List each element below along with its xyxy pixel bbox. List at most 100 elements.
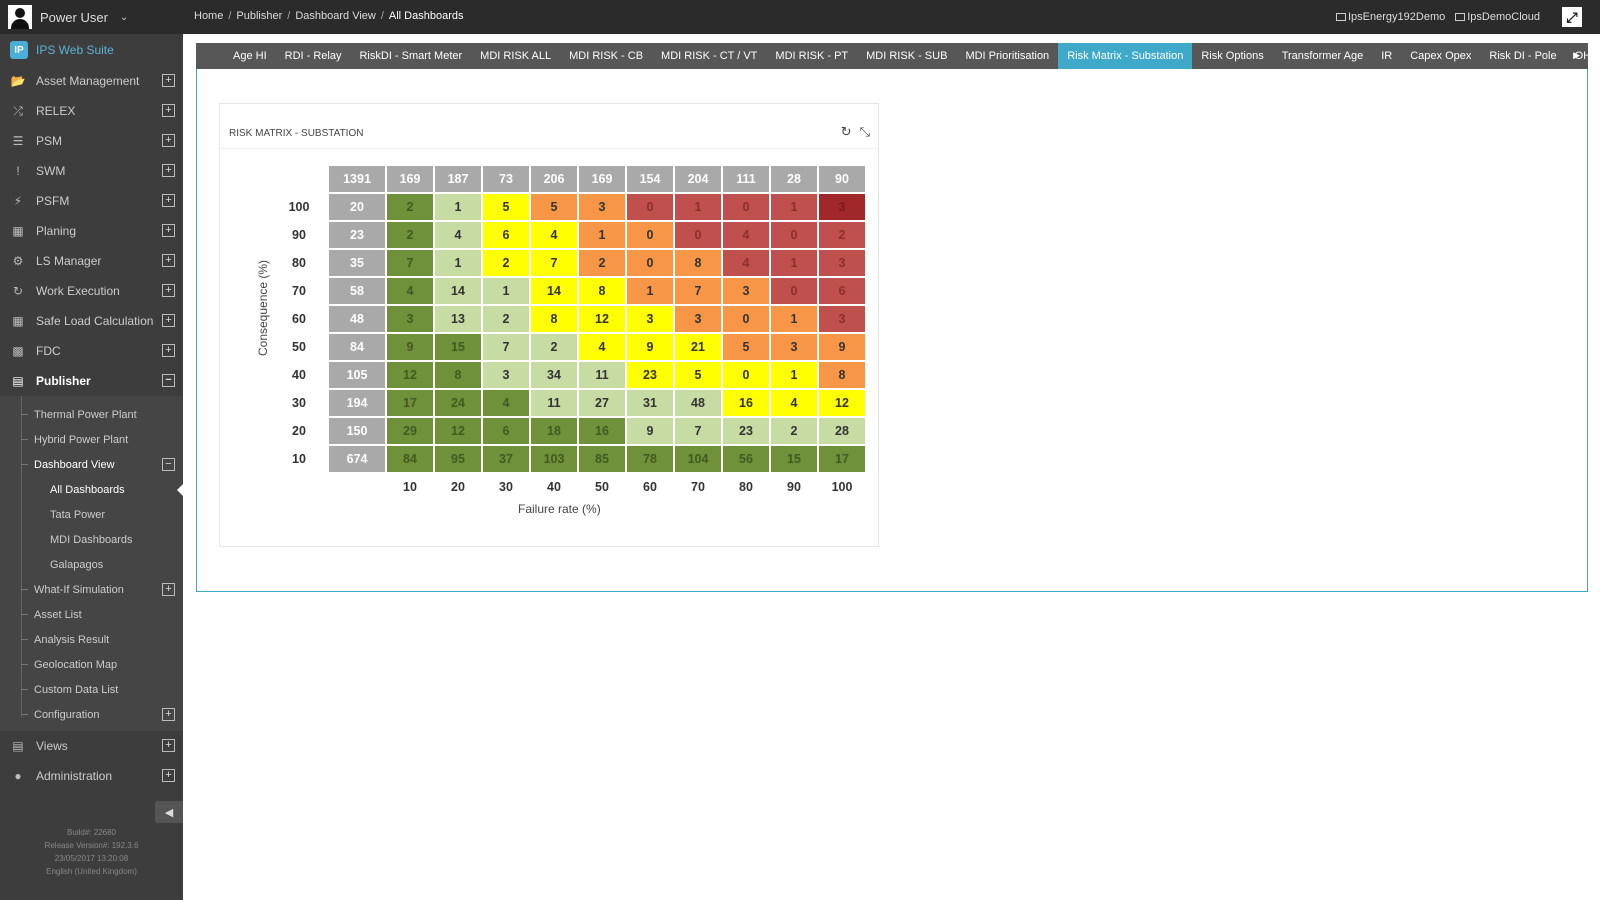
plus-icon[interactable]: + [162,134,175,147]
column-label: 60 [643,480,657,494]
row-total-cell: 150 [329,418,385,444]
widget-header: RISK MATRIX - SUBSTATION ↻ ⤡ [220,104,878,149]
row-label: 40 [292,368,306,382]
sidebar-item-relex[interactable]: ⤮ RELEX + [0,96,183,126]
plus-icon[interactable]: + [162,224,175,237]
sidebar-item-psfm[interactable]: ⚡ PSFM + [0,186,183,216]
sidebar-item-hybrid-power-plant[interactable]: Hybrid Power Plant [0,427,183,452]
refresh-icon[interactable]: ↻ [840,124,852,139]
tab-transformer-age[interactable]: Transformer Age [1281,50,1364,62]
matrix-cell: 84 [387,446,433,472]
breadcrumb-publisher[interactable]: Publisher [236,10,283,22]
tab-mdi-risk-sub[interactable]: MDI RISK - SUB [866,50,948,62]
sidebar-item-publisher[interactable]: ▤ Publisher − [0,366,183,396]
plus-icon[interactable]: + [162,284,175,297]
sidebar-item-analysis-result[interactable]: Analysis Result [0,627,183,652]
plus-icon[interactable]: + [162,739,175,752]
plus-icon[interactable]: + [162,708,175,721]
plus-icon[interactable]: + [162,314,175,327]
environment-label[interactable]: IpsEnergy192Demo [1336,11,1445,23]
shuffle-icon: ⤮ [13,103,23,118]
sidebar-item-administration[interactable]: ● Administration + [0,761,183,791]
sidebar-item-views[interactable]: ▤ Views + [0,731,183,761]
plus-icon[interactable]: + [162,769,175,782]
plus-icon[interactable]: + [162,254,175,267]
collapse-icon[interactable]: ⤡ [859,124,870,139]
fullscreen-button[interactable]: ⤢ [1562,7,1582,27]
minus-icon[interactable]: − [162,374,175,387]
tab-ohl-replac[interactable]: OHL - Replac [1574,50,1588,62]
list-icon: ▤ [12,739,24,753]
matrix-cell: 17 [819,446,865,472]
sidebar-item-label: PSFM [36,194,70,208]
sidebar-item-galapagos[interactable]: Galapagos [50,558,104,571]
sidebar-item-tata-power[interactable]: Tata Power [50,508,106,521]
tab-mdi-risk-cb[interactable]: MDI RISK - CB [569,50,644,62]
user-menu[interactable]: Power User ⌄ [8,5,128,29]
plus-icon[interactable]: + [162,344,175,357]
tab-age-hi[interactable]: Age HI [233,50,267,62]
sidebar-item-asset-list[interactable]: Asset List [0,602,183,627]
sidebar-item-fdc[interactable]: ▩ FDC + [0,336,183,366]
sidebar-item-asset-management[interactable]: 📂 Asset Management + [0,66,183,96]
matrix-cell: 0 [771,222,817,248]
matrix-cell: 2 [531,334,577,360]
tab-risk-options[interactable]: Risk Options [1201,50,1264,62]
cloud-label[interactable]: IpsDemoCloud [1455,11,1540,23]
tab-mdi-risk-pt[interactable]: MDI RISK - PT [775,50,849,62]
column-total-cell: 169 [387,166,433,192]
matrix-cell: 8 [819,362,865,388]
plus-icon[interactable]: + [162,194,175,207]
plus-icon[interactable]: + [162,74,175,87]
minus-icon[interactable]: − [162,458,175,471]
sidebar-item-safe-load-calculation[interactable]: ▦ Safe Load Calculation + [0,306,183,336]
column-label: 30 [499,480,513,494]
sidebar-item-swm[interactable]: ! SWM + [0,156,183,186]
matrix-cell: 7 [387,250,433,276]
tab-capex-opex[interactable]: Capex Opex [1410,50,1472,62]
tab-mdi-risk-all[interactable]: MDI RISK ALL [480,50,552,62]
tab-risk-matrix-substation[interactable]: Risk Matrix - Substation [1058,43,1193,69]
tab-mdi-prioritisation[interactable]: MDI Prioritisation [965,50,1050,62]
brand[interactable]: IP IPS Web Suite [0,34,183,66]
matrix-cell: 6 [819,278,865,304]
sidebar-item-custom-data-list[interactable]: Custom Data List [0,677,183,702]
plus-icon[interactable]: + [162,583,175,596]
tab-rdi-relay[interactable]: RDI - Relay [284,50,342,62]
sidebar-item-planing[interactable]: ▦ Planing + [0,216,183,246]
breadcrumb-dashboard-view[interactable]: Dashboard View [295,10,376,22]
collapse-sidebar-button[interactable]: ◀ [155,801,183,823]
sidebar-item-dashboard-view[interactable]: Dashboard View − [0,452,183,477]
matrix-cell: 14 [531,278,577,304]
tab-mdi-risk-ct-vt[interactable]: MDI RISK - CT / VT [661,50,758,62]
build-number: Build#: 22680 [67,828,116,837]
matrix-cell: 7 [531,250,577,276]
column-label: 10 [403,480,417,494]
sidebar-item-mdi-dashboards[interactable]: MDI Dashboards [50,533,133,546]
row-label: 60 [292,312,306,326]
sidebar-item-work-execution[interactable]: ↻ Work Execution + [0,276,183,306]
tab-ir[interactable]: IR [1381,50,1393,62]
sidebar-item-configuration[interactable]: Configuration + [0,702,183,727]
matrix-cell: 11 [531,390,577,416]
ips-logo-icon: IP [10,41,28,59]
matrix-cell: 1 [771,250,817,276]
sidebar-item-psm[interactable]: ☰ PSM + [0,126,183,156]
scroll-right-icon[interactable]: ▶ [1573,50,1580,60]
plus-icon[interactable]: + [162,164,175,177]
sidebar-item-label: LS Manager [36,254,102,268]
matrix-cell: 16 [579,418,625,444]
sidebar-item-thermal-power-plant[interactable]: Thermal Power Plant [0,402,183,427]
matrix-cell: 8 [675,250,721,276]
sidebar-item-all-dashboards[interactable]: All Dashboards [0,477,183,502]
sidebar-item-ls-manager[interactable]: ⚙ LS Manager + [0,246,183,276]
tab-risk-di-pole[interactable]: Risk DI - Pole [1489,50,1557,62]
risk-matrix-widget: RISK MATRIX - SUBSTATION ↻ ⤡ 1391 169 187 7… [219,103,879,547]
breadcrumb-home[interactable]: Home [194,10,224,22]
matrix-cell: 7 [675,418,721,444]
matrix-cell: 3 [819,250,865,276]
sidebar-item-geolocation-map[interactable]: Geolocation Map [0,652,183,677]
tab-riskdi-smart-meter[interactable]: RiskDI - Smart Meter [359,50,463,62]
sidebar-item-what-if-simulation[interactable]: What-If Simulation + [0,577,183,602]
plus-icon[interactable]: + [162,104,175,117]
